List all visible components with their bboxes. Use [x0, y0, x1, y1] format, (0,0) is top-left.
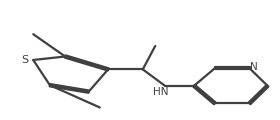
Text: HN: HN — [153, 87, 169, 97]
Text: N: N — [250, 62, 258, 72]
Text: S: S — [21, 55, 29, 65]
